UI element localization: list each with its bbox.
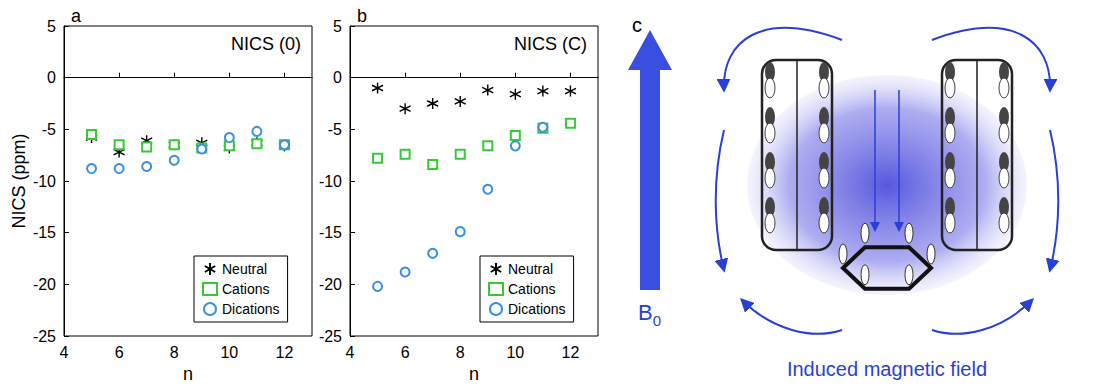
- svg-text:8: 8: [170, 344, 179, 361]
- svg-text:c: c: [632, 14, 642, 36]
- svg-text:Cations: Cations: [222, 281, 269, 297]
- svg-text:Neutral: Neutral: [222, 261, 267, 277]
- svg-text:10: 10: [220, 344, 238, 361]
- svg-text:NICS (0): NICS (0): [231, 34, 301, 54]
- svg-text:6: 6: [401, 344, 410, 361]
- svg-text:-25: -25: [319, 328, 342, 345]
- svg-text:-10: -10: [33, 173, 56, 190]
- svg-text:n: n: [469, 364, 479, 384]
- svg-text:Induced magnetic field: Induced magnetic field: [787, 358, 987, 380]
- svg-text:0: 0: [333, 69, 342, 86]
- svg-text:8: 8: [456, 344, 465, 361]
- svg-text:0: 0: [47, 69, 56, 86]
- svg-text:a: a: [71, 6, 82, 26]
- svg-text:-15: -15: [33, 224, 56, 241]
- svg-text:Neutral: Neutral: [508, 261, 553, 277]
- svg-text:12: 12: [276, 344, 294, 361]
- svg-text:-10: -10: [319, 173, 342, 190]
- svg-text:-5: -5: [42, 121, 56, 138]
- svg-text:-20: -20: [33, 276, 56, 293]
- svg-text:-25: -25: [33, 328, 56, 345]
- svg-text:5: 5: [333, 18, 342, 35]
- svg-text:10: 10: [506, 344, 524, 361]
- svg-text:NICS (ppm): NICS (ppm): [9, 133, 29, 228]
- svg-text:Dications: Dications: [222, 301, 280, 317]
- svg-text:-20: -20: [319, 276, 342, 293]
- svg-text:4: 4: [60, 344, 69, 361]
- svg-text:-15: -15: [319, 224, 342, 241]
- svg-text:5: 5: [47, 18, 56, 35]
- svg-text:B0: B0: [638, 300, 661, 329]
- svg-text:b: b: [357, 6, 367, 26]
- svg-text:Cations: Cations: [508, 281, 555, 297]
- svg-text:Dications: Dications: [508, 301, 566, 317]
- svg-text:n: n: [183, 364, 193, 384]
- svg-text:6: 6: [115, 344, 124, 361]
- svg-text:-5: -5: [328, 121, 342, 138]
- svg-text:4: 4: [346, 344, 355, 361]
- svg-text:12: 12: [562, 344, 580, 361]
- svg-text:NICS (C): NICS (C): [514, 34, 587, 54]
